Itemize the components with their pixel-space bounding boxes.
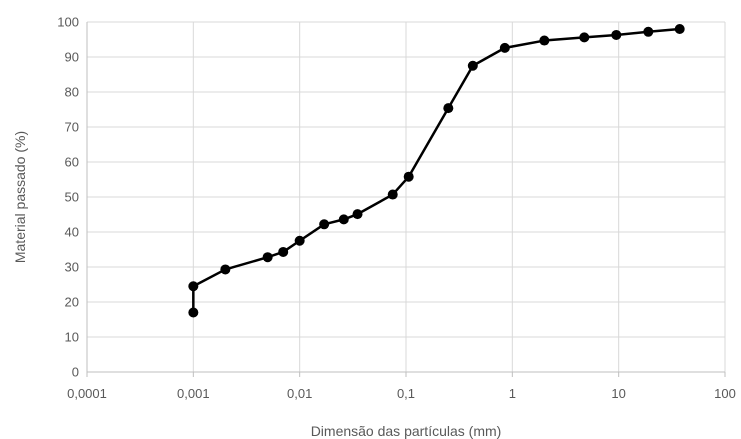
y-tick-label: 50 xyxy=(65,190,79,205)
y-tick-label: 60 xyxy=(65,155,79,170)
grid-lines xyxy=(87,21,726,372)
data-point xyxy=(579,32,590,43)
x-tick-label: 10 xyxy=(611,386,625,401)
data-point xyxy=(467,60,478,71)
x-tick-label: 0,001 xyxy=(177,386,210,401)
x-axis-title: Dimensão das partículas (mm) xyxy=(311,423,502,439)
data-point xyxy=(294,235,305,246)
y-tick-label: 40 xyxy=(65,225,79,240)
tick-labels: 0 10 20 30 40 50 60 70 80 90 100 0,0001 0,001 0,01 0,1… xyxy=(57,15,736,402)
x-tick-label: 100 xyxy=(714,386,736,401)
data-point xyxy=(643,26,654,37)
x-tick-label: 0,01 xyxy=(287,386,312,401)
data-point xyxy=(278,246,289,257)
data-point xyxy=(352,209,363,220)
y-tick-label: 100 xyxy=(57,15,79,30)
y-tick-label: 20 xyxy=(65,295,79,310)
x-tick-label: 0,0001 xyxy=(67,386,107,401)
data-point xyxy=(611,29,622,40)
y-tick-label: 30 xyxy=(65,260,79,275)
series-line xyxy=(192,27,680,313)
data-point xyxy=(319,219,330,230)
data-series xyxy=(188,24,685,318)
x-tick-label: 0,1 xyxy=(397,386,415,401)
y-tick-label: 90 xyxy=(65,50,79,65)
data-point xyxy=(188,307,199,318)
data-point xyxy=(387,189,398,200)
data-point xyxy=(188,281,199,292)
data-point xyxy=(539,35,550,46)
data-point xyxy=(262,252,273,263)
data-point xyxy=(403,171,414,182)
data-point xyxy=(499,42,510,53)
data-point xyxy=(443,103,454,114)
y-axis-title: Material passado (%) xyxy=(12,131,28,263)
y-tick-label: 80 xyxy=(65,85,79,100)
data-point xyxy=(338,214,349,225)
axes xyxy=(86,22,726,377)
y-tick-label: 0 xyxy=(72,365,79,380)
data-point xyxy=(220,264,231,275)
y-tick-label: 70 xyxy=(65,120,79,135)
data-point xyxy=(674,24,685,34)
x-tick-label: 1 xyxy=(509,386,516,401)
y-tick-label: 10 xyxy=(65,330,79,345)
